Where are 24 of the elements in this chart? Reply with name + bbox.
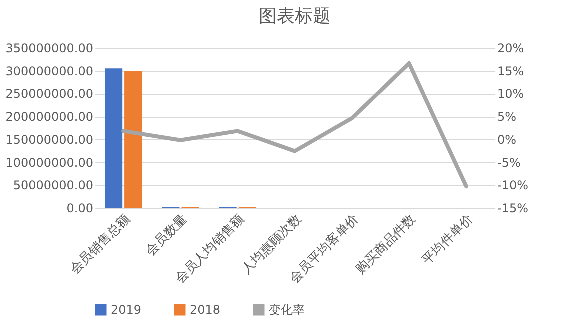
y2-tick-label: 5% [498,110,517,124]
y-tick-label: 350000000.00 [6,42,94,56]
y2-tick-label: 0% [498,132,517,147]
legend-label: 2019 [111,303,142,317]
legend-label: 变化率 [269,303,305,317]
y2-tick-label: -10% [498,178,529,193]
chart-title: 图表标题 [259,6,331,27]
y2-tick-label: -5% [498,156,521,170]
y2-tick-label: 15% [498,64,524,78]
y-tick-label: 150000000.00 [6,132,94,147]
y-tick-label: 300000000.00 [6,64,94,78]
y2-tick-label: 10% [498,87,524,102]
y2-tick-label: 20% [498,42,524,56]
bar [105,68,123,208]
y-tick-label: 250000000.00 [6,87,94,102]
legend-label: 2018 [190,303,221,317]
y-tick-label: 200000000.00 [6,110,94,124]
x-tick-label: 会员数量 [143,212,191,260]
line-series [122,62,468,189]
x-tick-label: 平均件单价 [420,212,476,268]
y-tick-label: 100000000.00 [6,156,94,170]
y2-tick-label: -15% [498,202,529,216]
y-tick-label: 50000000.00 [13,178,94,193]
bar [124,71,142,208]
